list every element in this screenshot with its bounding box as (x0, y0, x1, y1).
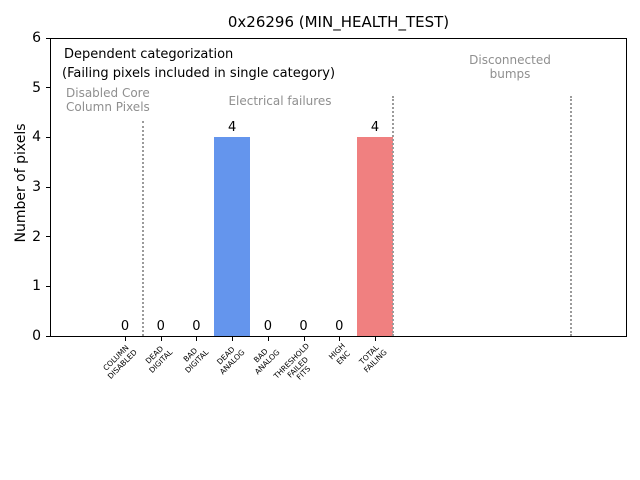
section-separator-line (391, 96, 394, 336)
annotation-electrical-failures: Electrical failures (228, 94, 332, 108)
section-separator-line (570, 96, 573, 336)
x-axis-tick (125, 337, 126, 341)
y-axis-tick (46, 236, 50, 238)
y-axis-tick (46, 285, 50, 287)
chart-bar (357, 137, 393, 336)
plot-area (50, 38, 627, 337)
x-axis-tick (303, 337, 305, 341)
x-axis-tick-label: COLUMN DISABLED (101, 343, 139, 381)
x-axis-tick (232, 337, 234, 341)
y-axis-tick (46, 186, 50, 188)
y-axis-tick (46, 136, 50, 138)
x-axis-tick-label: BAD DIGITAL (181, 345, 211, 375)
x-axis-tick-label: THRESHOLD FAILED FITS (272, 341, 313, 382)
y-axis-tick (46, 37, 50, 39)
bar-value-label: 4 (370, 120, 380, 136)
x-axis-tick (160, 337, 162, 341)
y-axis-tick (46, 335, 50, 337)
x-axis-tick-label: DEAD ANALOG (214, 344, 246, 376)
annotation-dependent-categorization: Dependent categorization (64, 47, 234, 62)
annotation-disabled-core-column-pixels: Disabled Core Column Pixels (66, 86, 150, 114)
bar-value-label: 0 (335, 319, 344, 334)
x-axis-tick (374, 337, 376, 341)
annotation-failing-pixels-note: (Failing pixels included in single categ… (62, 66, 336, 81)
bar-value-label: 0 (263, 319, 272, 334)
bar-value-label: 0 (156, 319, 165, 334)
bar-value-label: 0 (299, 319, 308, 334)
bar-value-label: 0 (120, 319, 130, 334)
annotation-disconnected-bumps: Disconnected bumps (469, 53, 551, 81)
x-axis-tick-label: HIGH ENC (326, 341, 352, 367)
y-axis-tick-label: 0 (32, 328, 41, 344)
x-axis-tick-label: TOTAL FAILING (357, 343, 389, 375)
y-axis-tick (46, 87, 50, 89)
x-axis-tick-label: DEAD DIGITAL (144, 344, 175, 375)
y-axis-tick-label: 1 (32, 278, 41, 295)
y-axis-tick-label: 2 (32, 228, 41, 245)
section-separator-line (141, 120, 144, 336)
bar-value-label: 4 (228, 120, 237, 136)
x-axis-tick (196, 337, 198, 341)
y-axis-tick-label: 6 (32, 30, 41, 46)
y-axis-tick-label: 4 (32, 129, 41, 146)
y-axis-tick-label: 3 (32, 179, 41, 195)
chart-bar (214, 137, 250, 336)
bar-value-label: 0 (192, 319, 201, 334)
y-axis-tick-label: 5 (32, 79, 41, 96)
x-axis-tick (267, 337, 269, 341)
chart-title: 0x26296 (MIN_HEALTH_TEST) (227, 13, 450, 31)
x-axis-tick (339, 337, 341, 341)
